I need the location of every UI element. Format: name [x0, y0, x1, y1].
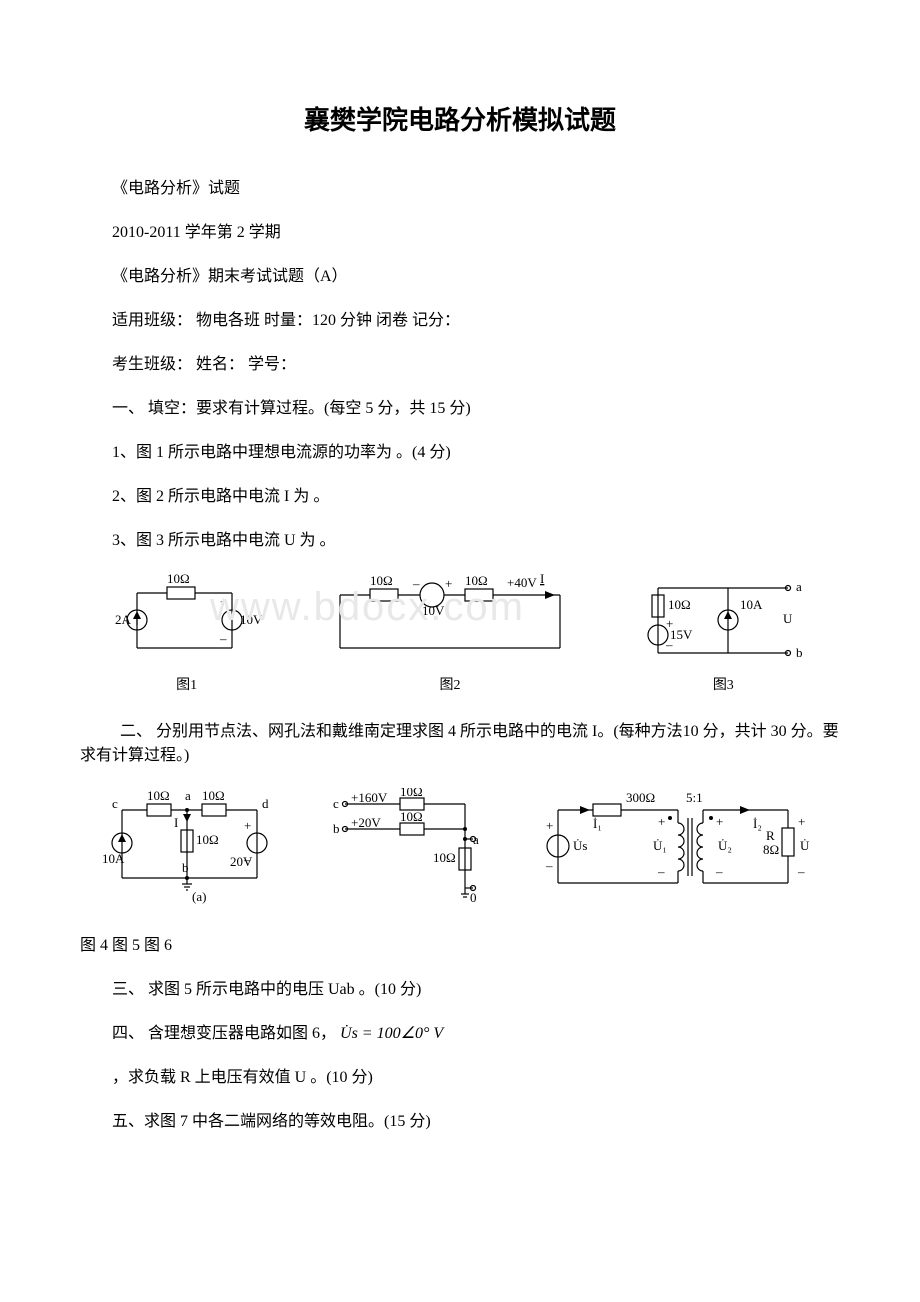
svg-text:U̇s: U̇s	[573, 838, 587, 853]
svg-text:d: d	[262, 796, 269, 811]
svg-text:8Ω: 8Ω	[763, 842, 779, 857]
circuit-5-svg: c +160V 10Ω b +20V 10Ω a	[325, 788, 495, 908]
svg-text:İ₂: İ₂	[753, 816, 762, 831]
svg-text:U̇₂: U̇₂	[718, 838, 732, 853]
svg-text:10Ω: 10Ω	[400, 788, 423, 799]
figure-3: a 10Ω + – 15V 10A U b 图3	[638, 573, 808, 694]
svg-text:+160V: +160V	[351, 790, 388, 805]
svg-text:10V: 10V	[422, 603, 445, 618]
subject-line: 《电路分析》试题	[80, 177, 840, 201]
svg-text:2A: 2A	[115, 612, 132, 627]
circuit-2-svg: 10Ω – + 10V 10Ω +40V I	[325, 573, 575, 668]
q3: 3、图 3 所示电路中电流 U 为 。	[80, 529, 840, 553]
svg-text:10Ω: 10Ω	[202, 788, 225, 803]
svg-text:b: b	[333, 821, 340, 836]
student-fields-line: 考生班级： 姓名： 学号：	[80, 353, 840, 377]
figure-1: 10Ω 2A + – 10V 图1	[112, 573, 262, 694]
figure-6: 300Ω İ₁ + – U̇s + – U̇₁ 5:1	[538, 788, 818, 908]
svg-text:10Ω: 10Ω	[668, 597, 691, 612]
svg-text:10Ω: 10Ω	[433, 850, 456, 865]
svg-text:0: 0	[470, 890, 477, 905]
svg-text:10Ω: 10Ω	[400, 809, 423, 824]
svg-text:10Ω: 10Ω	[167, 573, 190, 586]
svg-text:–: –	[545, 858, 553, 873]
section-5: 五、求图 7 中各二端网络的等效电阻。(15 分)	[80, 1110, 840, 1134]
section-2-head: 二、 分别用节点法、网孔法和戴维南定理求图 4 所示电路中的电流 I。(每种方法…	[80, 720, 840, 768]
svg-text:–: –	[797, 864, 805, 879]
circuit-6-svg: 300Ω İ₁ + – U̇s + – U̇₁ 5:1	[538, 788, 818, 908]
s4-formula: U̇s = 100∠0° V	[340, 1025, 443, 1042]
svg-text:10A: 10A	[740, 597, 763, 612]
svg-text:+: +	[244, 818, 251, 833]
svg-text:+: +	[546, 818, 553, 833]
svg-text:–: –	[715, 864, 723, 879]
svg-text:b: b	[796, 645, 803, 660]
figure-row-1: 10Ω 2A + – 10V 图1	[80, 573, 840, 694]
svg-text:+20V: +20V	[351, 815, 381, 830]
svg-text:U: U	[783, 611, 793, 626]
svg-text:c: c	[112, 796, 118, 811]
circuit-4-svg: c a d 10Ω 10Ω 10A I 10Ω	[102, 788, 282, 908]
figure-2-label: 图2	[439, 674, 460, 694]
svg-text:+: +	[220, 594, 227, 609]
q1: 1、图 1 所示电路中理想电流源的功率为 。(4 分)	[80, 441, 840, 465]
figure-row-2: c a d 10Ω 10Ω 10A I 10Ω	[80, 788, 840, 908]
svg-text:a: a	[185, 788, 191, 803]
svg-text:I: I	[174, 815, 178, 830]
svg-text:b: b	[182, 860, 189, 875]
circuit-1-svg: 10Ω 2A + – 10V	[112, 573, 262, 668]
figure-3-label: 图3	[713, 674, 734, 694]
svg-text:U̇₁: U̇₁	[653, 838, 667, 853]
svg-text:a: a	[796, 579, 802, 594]
exam-name-line: 《电路分析》期末考试试题（A）	[80, 265, 840, 289]
page-title: 襄樊学院电路分析模拟试题	[80, 100, 840, 137]
figure-1-label: 图1	[176, 674, 197, 694]
svg-text:300Ω: 300Ω	[626, 790, 655, 805]
section-3: 三、 求图 5 所示电路中的电压 Uab 。(10 分)	[80, 978, 840, 1002]
svg-text:10Ω: 10Ω	[196, 832, 219, 847]
semester-line: 2010-2011 学年第 2 学期	[80, 221, 840, 245]
svg-text:c: c	[333, 796, 339, 811]
svg-text:–: –	[412, 576, 420, 591]
svg-text:(a): (a)	[192, 889, 206, 904]
svg-text:İ₁: İ₁	[593, 816, 602, 831]
svg-text:10V: 10V	[240, 612, 262, 627]
svg-text:10Ω: 10Ω	[370, 573, 393, 588]
figure-4: c a d 10Ω 10Ω 10A I 10Ω	[102, 788, 282, 908]
figure-5: c +160V 10Ω b +20V 10Ω a	[325, 788, 495, 908]
svg-text:20V: 20V	[230, 854, 253, 869]
section-1-head: 一、 填空：要求有计算过程。(每空 5 分，共 15 分)	[80, 397, 840, 421]
svg-text:+: +	[658, 814, 665, 829]
q2: 2、图 2 所示电路中电流 I 为 。	[80, 485, 840, 509]
svg-text:U̇: U̇	[800, 838, 810, 853]
figure-2: 10Ω – + 10V 10Ω +40V I 图	[325, 573, 575, 694]
meta-line: 适用班级： 物电各班 时量：120 分钟 闭卷 记分：	[80, 309, 840, 333]
s4-suffix: ，求负载 R 上电压有效值 U 。(10 分)	[80, 1066, 840, 1090]
svg-text:I: I	[540, 573, 544, 586]
svg-text:+: +	[716, 814, 723, 829]
svg-text:–: –	[657, 864, 665, 879]
svg-text:–: –	[219, 631, 227, 646]
svg-text:+: +	[445, 576, 452, 591]
svg-text:10A: 10A	[102, 851, 125, 866]
svg-text:10Ω: 10Ω	[147, 788, 170, 803]
svg-text:+40V: +40V	[507, 575, 537, 590]
section-4: 四、 含理想变压器电路如图 6， U̇s = 100∠0° V	[80, 1022, 840, 1046]
circuit-3-svg: a 10Ω + – 15V 10A U b	[638, 573, 808, 668]
fig-456-caption: 图 4 图 5 图 6	[80, 934, 840, 958]
svg-text:+: +	[798, 814, 805, 829]
svg-text:15V: 15V	[670, 627, 693, 642]
svg-text:10Ω: 10Ω	[465, 573, 488, 588]
svg-text:R: R	[766, 828, 775, 843]
svg-text:5:1: 5:1	[686, 790, 703, 805]
s4-prefix: 四、 含理想变压器电路如图 6，	[112, 1025, 336, 1042]
